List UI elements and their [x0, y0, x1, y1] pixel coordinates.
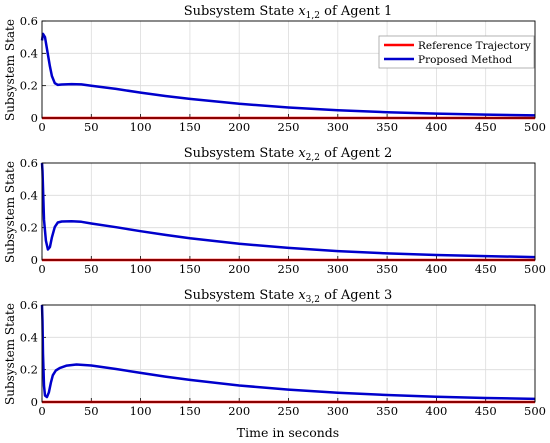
y-tick-label: 0.4 [20, 330, 38, 344]
x-tick-label: 350 [376, 404, 398, 418]
x-tick-label: 450 [475, 120, 497, 134]
x-tick-label: 150 [179, 404, 201, 418]
x-tick-label: 500 [524, 404, 546, 418]
x-tick-label: 200 [228, 404, 250, 418]
subplot-agent-3: Subsystem State x3,2 of Agent 3 Subsyste… [3, 288, 546, 440]
x-tick-label: 350 [376, 262, 398, 276]
y-axis-label: Subsystem State [3, 161, 17, 263]
x-tick-label: 300 [327, 262, 349, 276]
y-tick-label: 0.4 [20, 46, 38, 60]
y-tick-label: 0.6 [20, 156, 38, 170]
y-tick-label: 0.6 [20, 298, 38, 312]
x-tick-label: 500 [524, 120, 546, 134]
x-tick-label: 0 [38, 120, 45, 134]
legend-label-reference: Reference Trajectory [418, 40, 531, 52]
x-tick-label: 250 [278, 404, 300, 418]
x-tick-label: 250 [278, 120, 300, 134]
series-line-proposed-method [40, 32, 536, 117]
x-tick-label: 350 [376, 120, 398, 134]
axes-frame [41, 162, 536, 261]
y-tick-label: 0.6 [20, 14, 38, 28]
x-tick-label: 50 [84, 404, 99, 418]
x-tick-label: 100 [130, 120, 152, 134]
x-tick-label: 0 [38, 262, 45, 276]
y-axis-label: Subsystem State [3, 303, 17, 405]
subplot-title: Subsystem State x1,2 of Agent 1 [184, 4, 393, 21]
x-tick-label: 300 [327, 404, 349, 418]
x-tick-label: 100 [130, 404, 152, 418]
x-tick-label: 400 [425, 404, 447, 418]
x-tick-label: 150 [179, 262, 201, 276]
axes-frame [41, 304, 536, 403]
y-tick-label: 0.2 [20, 79, 38, 93]
x-tick-label: 300 [327, 120, 349, 134]
subplot-agent-1: Subsystem State x1,2 of Agent 1 Subsyste… [3, 4, 546, 134]
legend-box [378, 35, 535, 69]
x-tick-label: 450 [475, 404, 497, 418]
y-tick-label: 0.2 [20, 363, 38, 377]
y-tick-label: 0.2 [20, 221, 38, 235]
x-axis-label: Time in seconds [237, 425, 339, 440]
x-tick-label: 50 [84, 262, 99, 276]
x-tick-label: 400 [425, 262, 447, 276]
x-tick-label: 250 [278, 262, 300, 276]
y-tick-label: 0 [31, 395, 38, 409]
x-tick-label: 200 [228, 262, 250, 276]
legend: Reference Trajectory Proposed Method [378, 35, 535, 69]
subplot-title: Subsystem State x2,2 of Agent 2 [184, 146, 393, 163]
subplot-agent-2: Subsystem State x2,2 of Agent 2 Subsyste… [3, 146, 546, 276]
y-tick-label: 0.4 [20, 188, 38, 202]
series-line-proposed-method [40, 162, 536, 259]
x-tick-label: 0 [38, 404, 45, 418]
x-tick-label: 450 [475, 262, 497, 276]
axes-frame [41, 20, 536, 119]
series-line-proposed-method [40, 304, 536, 401]
legend-label-proposed: Proposed Method [418, 54, 512, 66]
x-tick-label: 100 [130, 262, 152, 276]
x-tick-label: 500 [524, 262, 546, 276]
subplot-title: Subsystem State x3,2 of Agent 3 [184, 288, 393, 305]
x-tick-label: 50 [84, 120, 99, 134]
y-tick-label: 0 [31, 111, 38, 125]
y-tick-label: 0 [31, 253, 38, 267]
x-tick-label: 400 [425, 120, 447, 134]
x-tick-label: 150 [179, 120, 201, 134]
y-axis-label: Subsystem State [3, 19, 17, 121]
x-tick-label: 200 [228, 120, 250, 134]
